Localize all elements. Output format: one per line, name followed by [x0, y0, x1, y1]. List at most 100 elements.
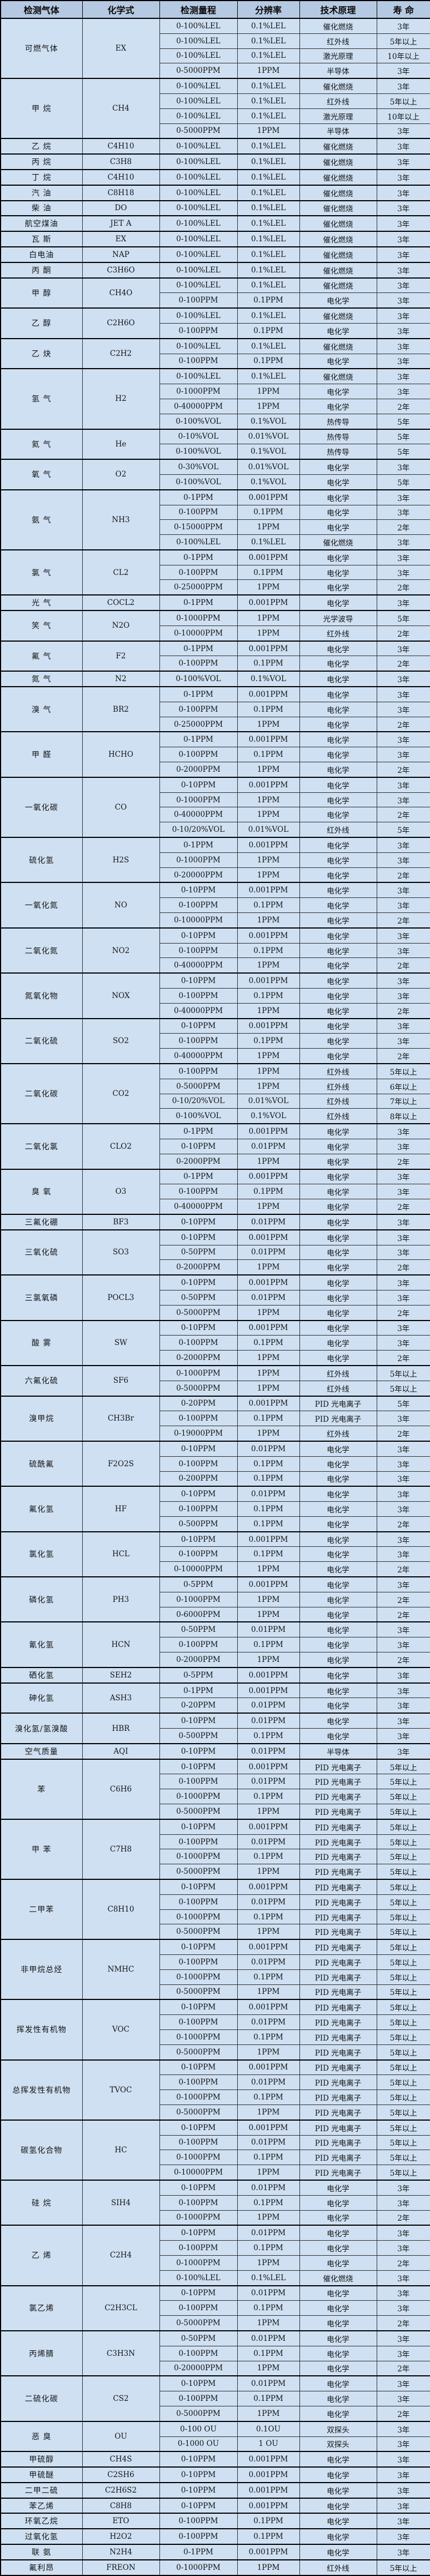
principle-cell: 催化燃烧	[299, 307, 377, 324]
resolution-cell: 0.001PPM	[237, 1666, 300, 1684]
formula-cell: N2O	[82, 610, 160, 642]
table-row: 三氟化硼 BF3 0-10PPM 0.01PPM 电化学 3年	[0, 1213, 430, 1230]
lifespan-cell: 3年	[376, 489, 430, 505]
lifespan-cell: 3年	[376, 123, 430, 139]
gas-name-cell: 甲 苯	[0, 1818, 83, 1880]
lifespan-cell: 2年	[376, 1259, 430, 1275]
resolution-cell: 0.001PPM	[237, 489, 300, 505]
formula-cell: TVOC	[82, 2059, 160, 2121]
resolution-cell: 0.1PPM	[237, 1728, 300, 1744]
principle-cell: 电化学	[299, 2466, 377, 2483]
lifespan-cell: 5年以上	[376, 2559, 430, 2576]
resolution-cell: 1PPM	[237, 1153, 300, 1170]
table-row: 空气质量 AQI 0-10PPM 0.01PPM 半导体 3年	[0, 1743, 430, 1760]
principle-cell: 电化学	[299, 1591, 377, 1607]
principle-cell: 电化学	[299, 2210, 377, 2226]
table-row: 丙 烷 C3H8 0-100%LEL 0.1%LEL 催化燃烧 3年	[0, 153, 430, 170]
table-row: 一氧化氮 NO 0-10PPM 0.001PPM 电化学 3年	[0, 882, 430, 929]
resolution-cell: 0.1PPM	[237, 292, 300, 309]
resolution-cell: 0.1PPM	[237, 1335, 300, 1351]
lifespan-cell: 3年	[376, 1184, 430, 1200]
resolution-cell: 1PPM	[237, 2165, 300, 2181]
principle-cell: PID 光电离子	[299, 1909, 377, 1925]
table-row: 硫化氢 H2S 0-1PPM 0.001PPM 电化学 3年	[0, 837, 430, 883]
range-cell: 0-100%LEL	[159, 246, 238, 263]
table-row: 0-100PPM 0.01PPM PID 光电离子 5年以上	[1, 1954, 430, 1970]
range-cell: 0-10PPM	[159, 1743, 238, 1760]
principle-cell: 电化学	[299, 2315, 377, 2331]
principle-cell: 电化学	[299, 1713, 377, 1729]
table-row: 0-1000PPM 0.1PPM PID 光电离子 5年以上	[1, 2029, 430, 2045]
range-cell: 0-1000PPM	[159, 610, 238, 626]
range-cell: 0-100%LEL	[159, 48, 238, 64]
formula-cell: ASH3	[82, 1682, 160, 1714]
resolution-cell: 0.001PPM	[237, 1758, 300, 1775]
principle-cell: 电化学	[299, 398, 377, 414]
range-cell: 0-5000PPM	[159, 63, 238, 79]
formula-cell: SO2	[82, 1018, 160, 1064]
resolution-cell: 1PPM	[237, 1591, 300, 1607]
table-row: 0-100PPM 0.1PPM 电化学 3年	[1, 1546, 430, 1562]
resolution-cell: 0.1%LEL	[237, 153, 300, 170]
formula-cell: SIH4	[82, 2179, 160, 2226]
lifespan-cell: 3年	[376, 1531, 430, 1547]
principle-cell: 电化学	[299, 716, 377, 732]
formula-cell: PH3	[82, 1576, 160, 1622]
resolution-cell: 1PPM	[237, 63, 300, 79]
table-row: 砷化氢 ASH3 0-1PPM 0.001PPM 电化学 3年	[0, 1682, 430, 1714]
range-cell: 0-2000PPM	[159, 1350, 238, 1366]
principle-cell: 催化燃烧	[299, 184, 377, 201]
range-cell: 0-100PPM	[159, 2391, 238, 2406]
lifespan-cell: 3年	[376, 1486, 430, 1502]
principle-cell: 电化学	[299, 701, 377, 717]
lifespan-cell: 2年	[376, 2255, 430, 2271]
resolution-cell: 0.01PPM	[237, 2330, 300, 2346]
principle-cell: 双探头	[299, 2420, 377, 2437]
range-cell: 0-1000PPM	[159, 1591, 238, 1607]
resolution-cell: 0.1PPM	[237, 656, 300, 672]
principle-cell: 电化学	[299, 912, 377, 929]
resolution-cell: 0.001PPM	[237, 1682, 300, 1699]
header-resolution: 分辨率	[237, 0, 300, 19]
lifespan-cell: 2年	[376, 1426, 430, 1442]
table-row: 0-10000PPM 1PPM 电化学 2年	[1, 1561, 430, 1577]
resolution-cell: 0.01PPM	[237, 1621, 300, 1638]
lifespan-cell: 3年	[376, 153, 430, 170]
principle-cell: 电化学	[299, 579, 377, 595]
gas-name-cell: 氯乙烯	[0, 2285, 83, 2331]
gas-name-cell: 一氧化碳	[0, 776, 83, 838]
principle-cell: 电化学	[299, 2391, 377, 2406]
principle-cell: 电化学	[299, 2481, 377, 2499]
resolution-cell: 0.001PPM	[237, 731, 300, 748]
principle-cell: 电化学	[299, 292, 377, 309]
range-cell: 0-20PPM	[159, 1698, 238, 1714]
table-row: 0-40000PPM 1PPM 电化学 2年	[1, 1199, 430, 1215]
range-cell: 0-20000PPM	[159, 867, 238, 883]
table-row: 二甲苯 C8H10 0-10PPM 0.001PPM PID 光电离子 5年以上	[0, 1879, 430, 1940]
range-cell: 0-10PPM	[159, 2179, 238, 2196]
table-row: 0-2000PPM 1PPM 电化学 2年	[1, 1350, 430, 1366]
principle-cell: 电化学	[299, 1637, 377, 1653]
formula-cell: C4H10	[82, 168, 160, 186]
table-row: 0-100PPM 0.1PPM 电化学 3年	[1, 1335, 430, 1351]
range-cell: 0-10PPM	[159, 2119, 238, 2136]
range-cell: 0-100%LEL	[159, 534, 238, 550]
principle-cell: 电化学	[299, 1229, 377, 1245]
formula-cell: C3H3N	[82, 2330, 160, 2376]
table-row: 0-20PPM 0.01PPM 电化学 3年	[1, 1698, 430, 1714]
lifespan-cell: 3年	[376, 200, 430, 216]
range-cell: 0-100PPM	[159, 504, 238, 520]
principle-cell: PID 光电离子	[299, 1789, 377, 1805]
table-row: 0-100PPM 0.01PPM PID 光电离子 5年以上	[1, 1774, 430, 1790]
resolution-cell: 0.01PPM	[237, 1138, 300, 1154]
principle-cell: 电化学	[299, 1168, 377, 1185]
resolution-cell: 0.001PPM	[237, 1168, 300, 1185]
gas-name-cell: 氦 气	[0, 428, 83, 460]
resolution-cell: 0.001PPM	[237, 549, 300, 565]
resolution-cell: 0.1%LEL	[237, 200, 300, 216]
range-cell: 0-100PPM	[159, 353, 238, 369]
table-row: 硫酰氟 F2O2S 0-10PPM 0.01PPM 电化学 3年	[0, 1440, 430, 1487]
resolution-cell: 0.1PPM	[237, 2300, 300, 2316]
principle-cell: 电化学	[299, 731, 377, 748]
table-row: 0-1000PPM 0.1PPM PID 光电离子 5年以上	[1, 1909, 430, 1925]
